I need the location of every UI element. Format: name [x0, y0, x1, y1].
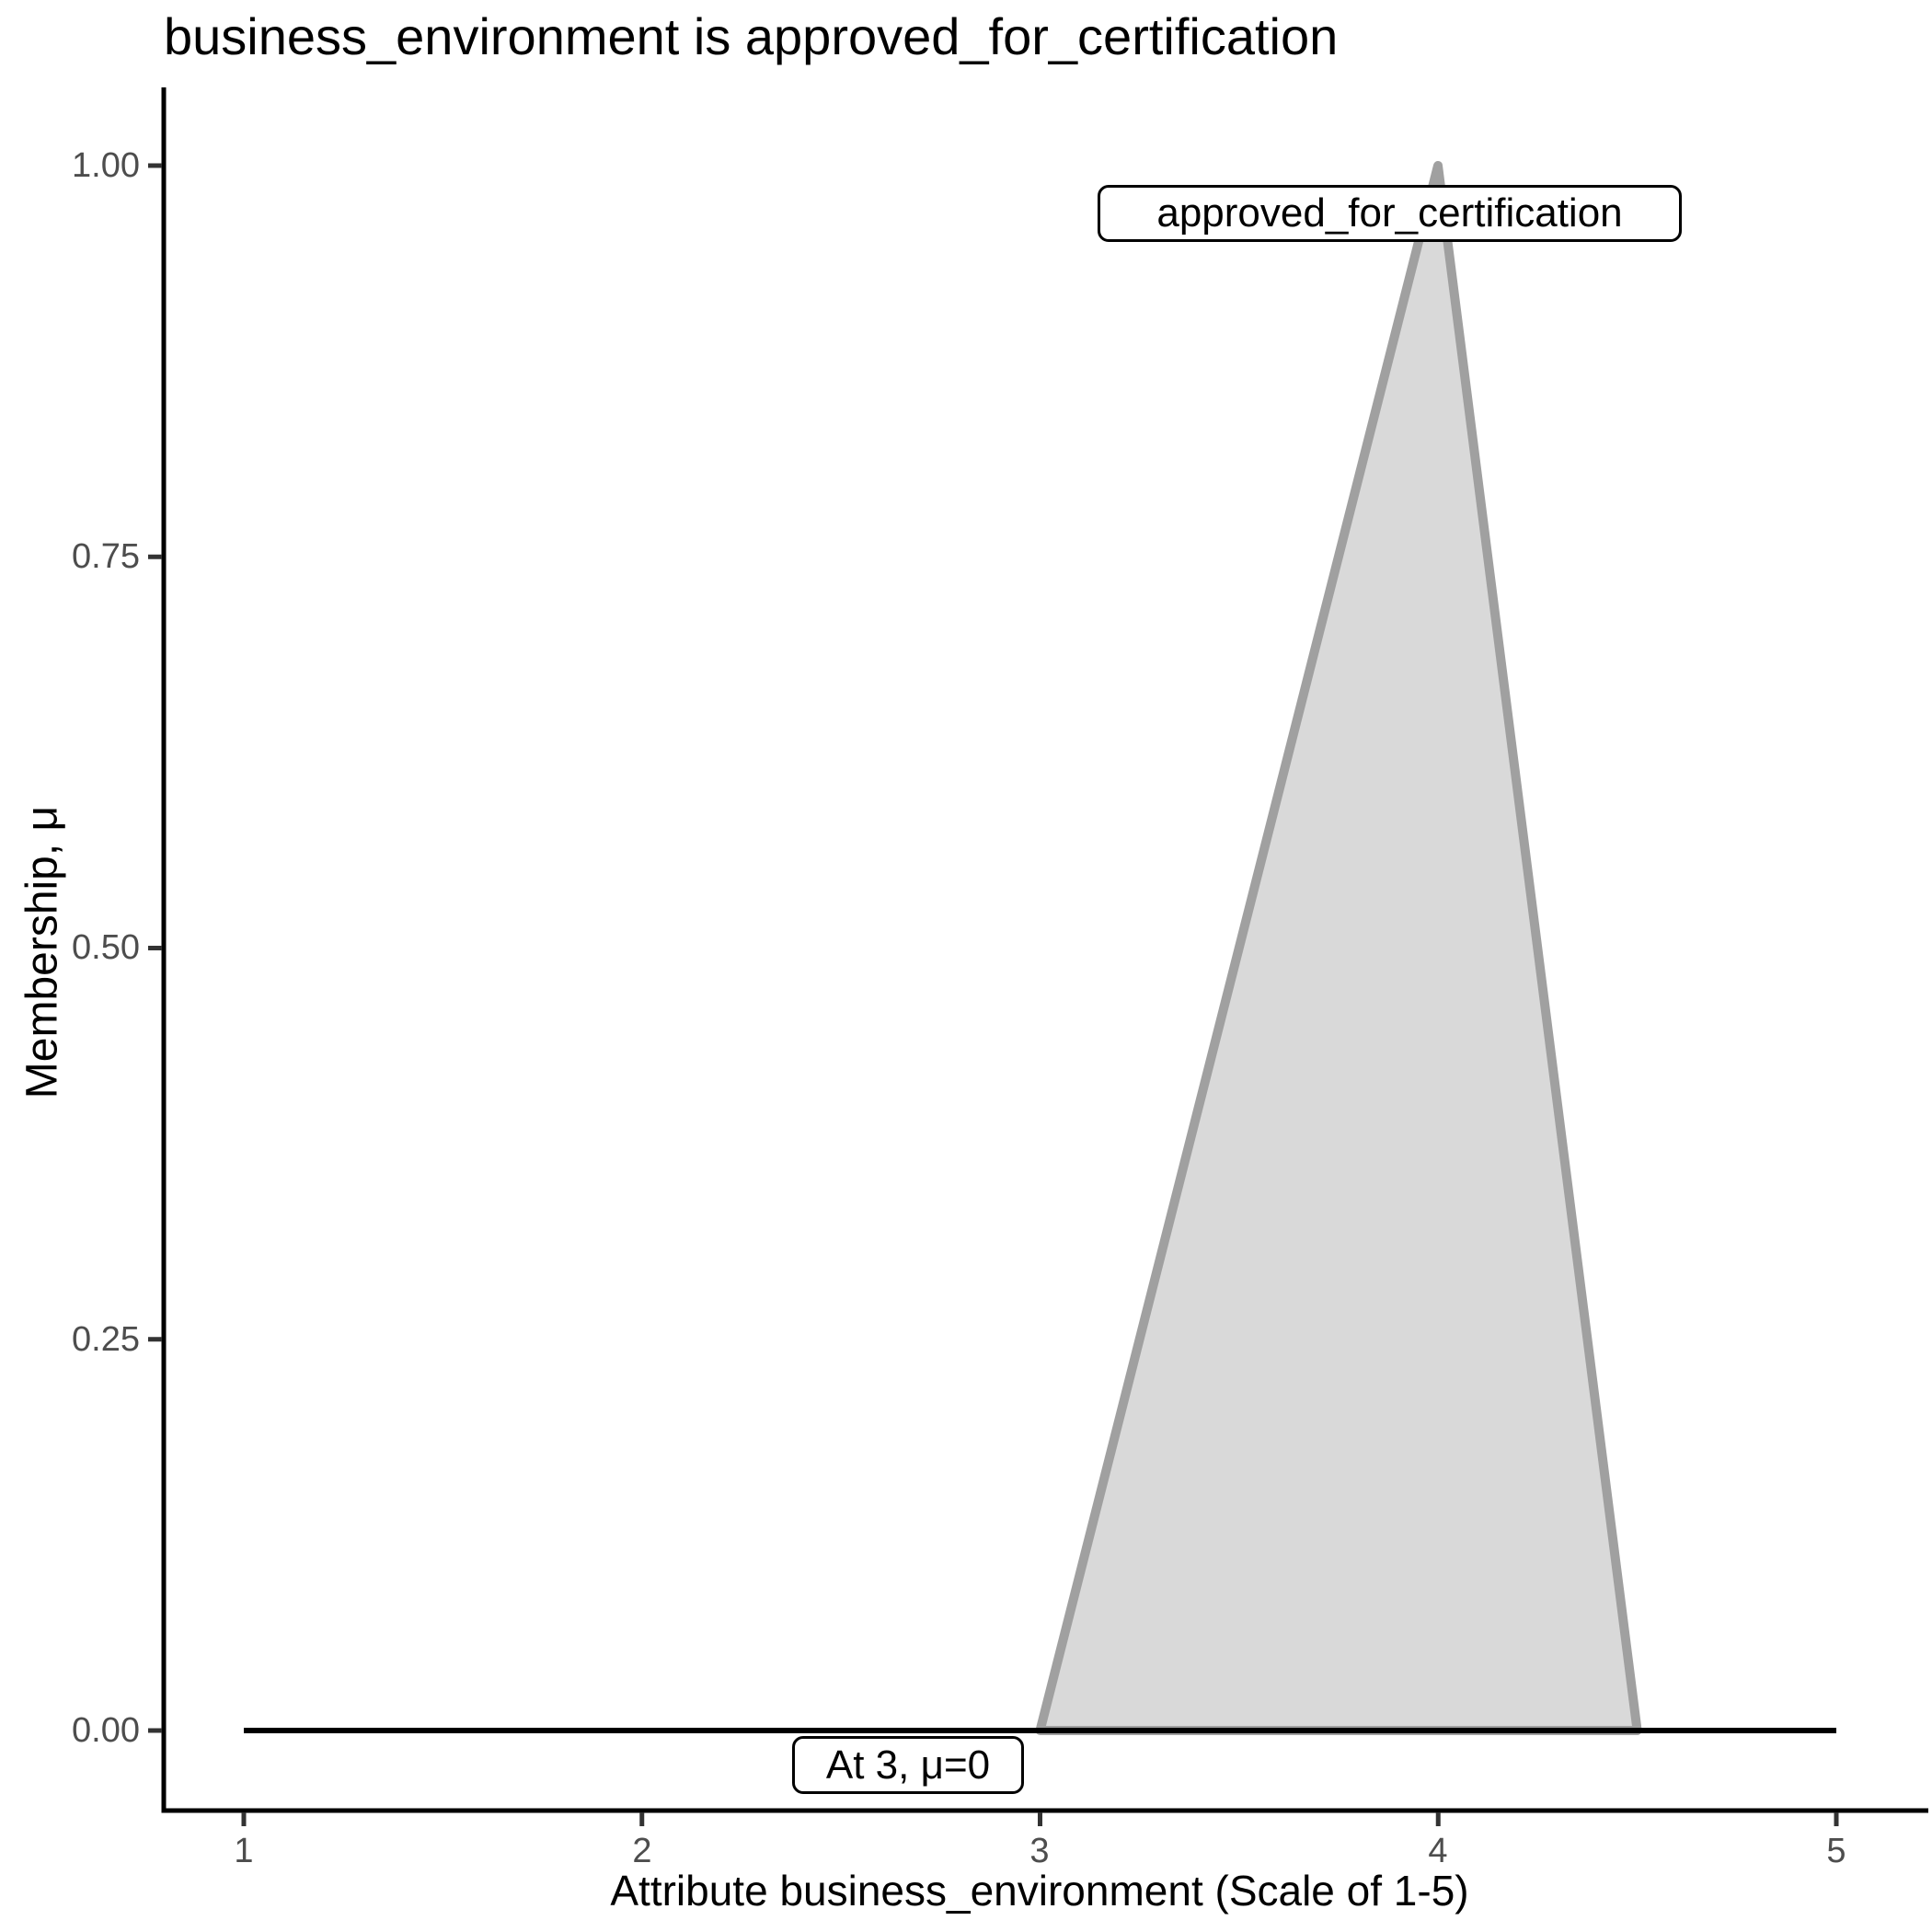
x-tick-label-4: 4 [1428, 1832, 1448, 1870]
annotation-at-3-mu-0: At 3, μ=0 [792, 1736, 1024, 1794]
y-tick-label-1.00: 1.00 [72, 146, 140, 185]
y-tick-label-0.75: 0.75 [72, 537, 140, 576]
x-tick-label-5: 5 [1826, 1832, 1846, 1870]
chart-title: business_environment is approved_for_cer… [164, 7, 1339, 65]
x-tick-label-2: 2 [632, 1832, 652, 1870]
y-axis-title: Membership, μ [17, 805, 67, 1099]
annotation-approved-for-certification: approved_for_certification [1098, 185, 1682, 242]
y-tick-label-0.25: 0.25 [72, 1320, 140, 1359]
y-tick-label-0.00: 0.00 [72, 1711, 140, 1750]
y-tick-label-0.50: 0.50 [72, 928, 140, 967]
membership-triangle [1035, 161, 1642, 1735]
x-axis-ticks [241, 1812, 1839, 1826]
x-tick-label-3: 3 [1029, 1832, 1050, 1870]
x-tick-label-1: 1 [234, 1832, 254, 1870]
y-axis-ticks [148, 163, 162, 1733]
x-axis-title: Attribute business_environment (Scale of… [610, 1867, 1469, 1915]
